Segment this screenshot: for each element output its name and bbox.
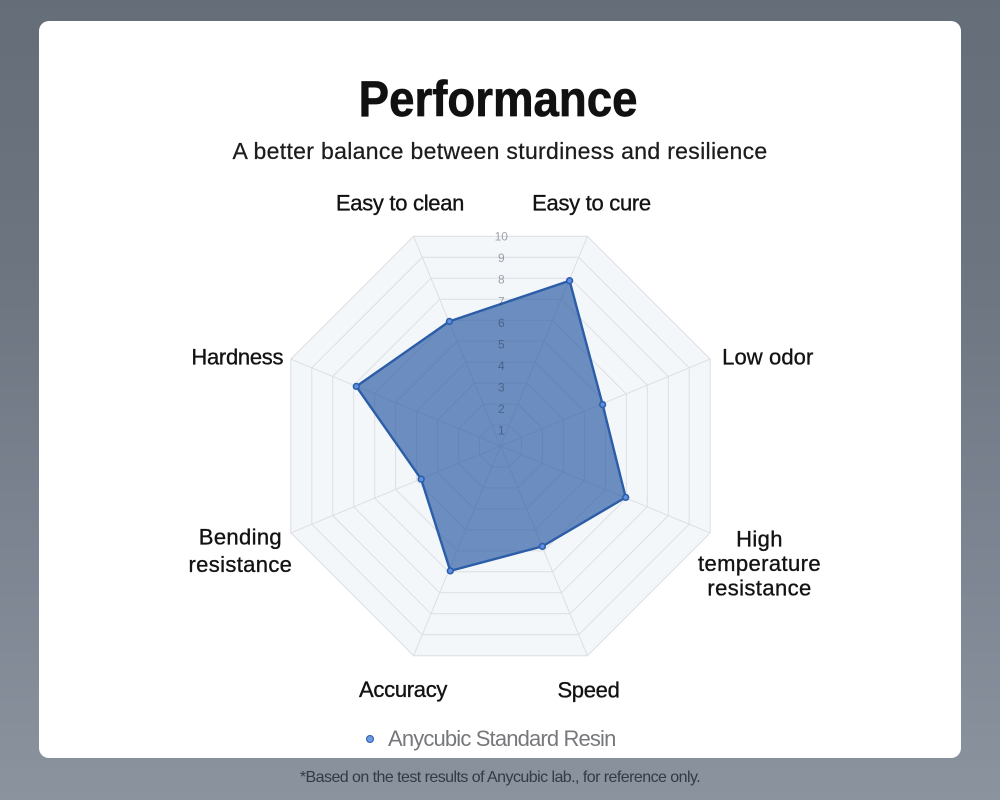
svg-text:Speed: Speed xyxy=(557,678,619,703)
svg-text:2: 2 xyxy=(498,402,505,416)
svg-text:3: 3 xyxy=(498,381,505,395)
svg-text:9: 9 xyxy=(498,251,505,265)
svg-text:4: 4 xyxy=(498,359,505,373)
svg-text:5: 5 xyxy=(498,337,505,351)
svg-text:7: 7 xyxy=(498,294,505,308)
svg-text:Accuracy: Accuracy xyxy=(359,677,447,702)
svg-text:Low odor: Low odor xyxy=(722,345,813,370)
svg-text:10: 10 xyxy=(495,230,509,244)
svg-text:8: 8 xyxy=(498,273,505,287)
svg-text:Easy to cure: Easy to cure xyxy=(532,191,651,216)
svg-text:Hardness: Hardness xyxy=(191,345,283,370)
svg-text:Easy to clean: Easy to clean xyxy=(336,191,464,216)
svg-text:6: 6 xyxy=(498,316,505,330)
svg-text:1: 1 xyxy=(498,424,505,438)
